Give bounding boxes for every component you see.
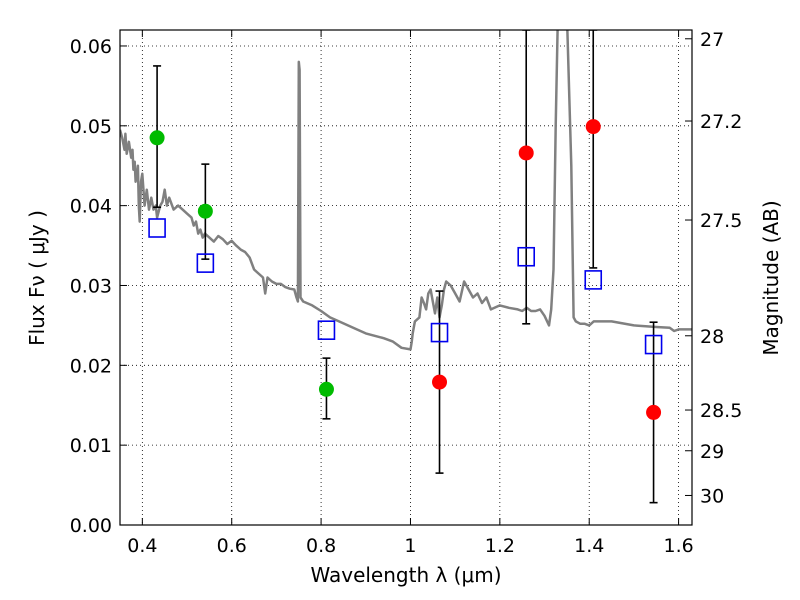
y-tick-label: 0.00 (70, 515, 112, 537)
observed-flux-point (432, 374, 448, 390)
markers-layer (148, 119, 663, 420)
y-tick-label: 0.05 (70, 116, 112, 138)
observed-flux-point (518, 145, 534, 161)
model-band-square (517, 246, 536, 267)
observed-flux-point (149, 130, 165, 146)
x-tick-label: 1.6 (663, 535, 693, 557)
ticks: 0.4 0.6 0.8 1 1.2 1.4 1.6 0.00 0.01 0.02 0.03 0.04 0… (70, 29, 743, 557)
x-tick-label: 1 (404, 535, 416, 557)
x-axis-label: Wavelength λ (μm) (310, 563, 501, 587)
right-tick-label: 28 (700, 326, 724, 348)
plot-frame (119, 29, 693, 526)
error-bars-layer (153, 30, 658, 504)
model-band-square (148, 218, 166, 238)
x-tick-label: 0.4 (127, 535, 157, 557)
x-tick-label: 0.8 (306, 535, 336, 557)
x-tick-label: 1.4 (574, 535, 604, 557)
y-tick-label: 0.01 (70, 435, 112, 457)
right-tick-label: 29 (700, 441, 724, 463)
right-tick-label: 30 (700, 485, 724, 507)
right-tick-label: 27.5 (700, 210, 742, 232)
model-band-square (196, 253, 215, 273)
model-band-square (317, 320, 336, 340)
x-tick-label: 0.6 (217, 535, 247, 557)
right-tick-label: 28.5 (700, 400, 742, 422)
x-tick-label: 1.2 (485, 535, 515, 557)
y-tick-label: 0.04 (70, 196, 112, 218)
y-tick-label: 0.06 (70, 36, 112, 58)
observed-flux-point (197, 203, 213, 219)
y-tick-label: 0.02 (70, 355, 112, 377)
right-tick-label: 27.2 (700, 111, 742, 133)
right-axis-label: Magnitude (AB) (759, 200, 783, 355)
model-band-square (644, 334, 663, 355)
model-band-square (430, 322, 449, 343)
grid (120, 30, 692, 526)
observed-flux-point (585, 119, 601, 135)
observed-flux-point (646, 404, 662, 420)
y-tick-label: 0.03 (70, 275, 112, 297)
right-tick-label: 27 (700, 29, 724, 51)
y-axis-label: Flux Fν ( μJy ) (25, 210, 49, 346)
observed-flux-point (318, 381, 334, 397)
model-band-square (584, 270, 603, 290)
